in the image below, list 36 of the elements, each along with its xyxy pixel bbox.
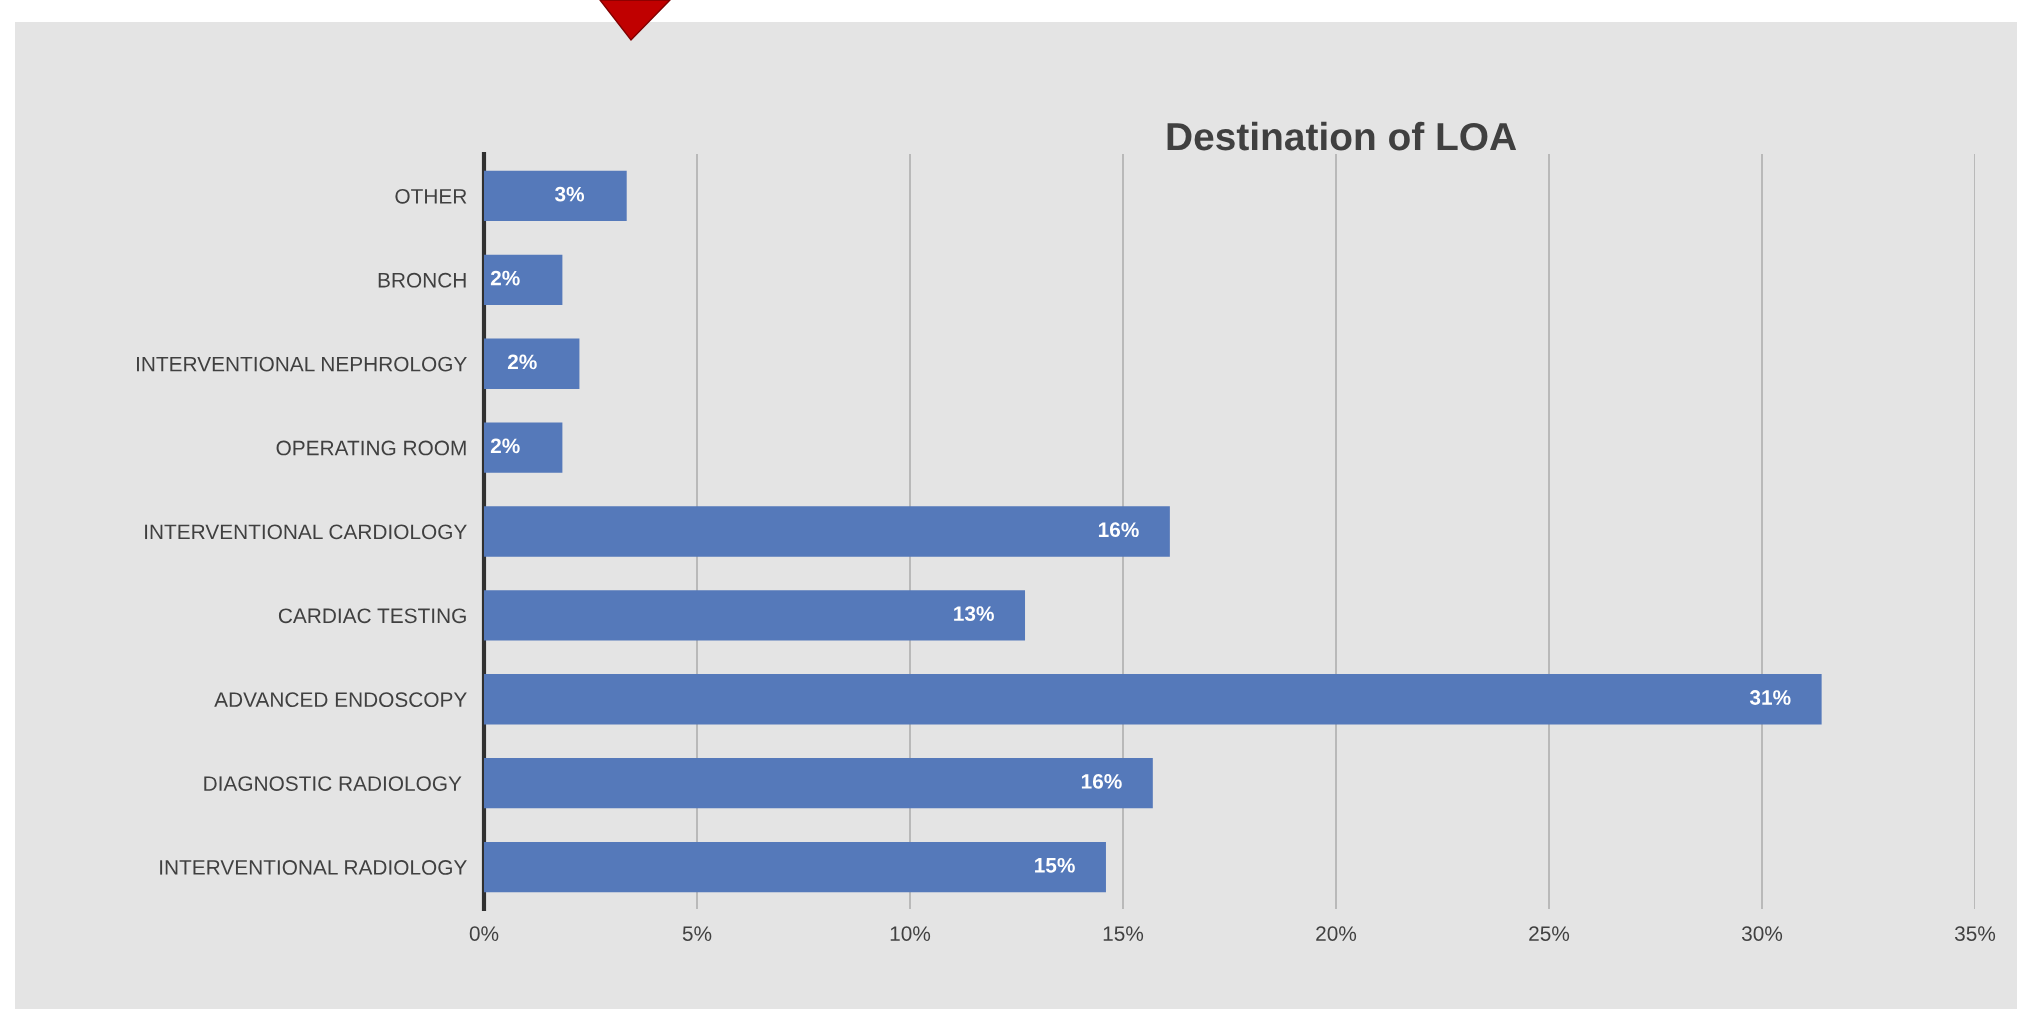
bar (484, 170, 627, 222)
y-tick-label: ADVANCED ENDOSCOPY (214, 692, 467, 708)
x-tick-label: 25% (1529, 926, 1570, 941)
data-label: 16% (1098, 522, 1139, 538)
bar (484, 422, 563, 473)
data-label: 13% (954, 606, 994, 622)
y-tick-label: BRONCH (378, 272, 466, 288)
bar (484, 338, 580, 389)
data-label: 16% (1081, 774, 1122, 789)
data-label: 31% (1749, 690, 1791, 705)
y-tick-label: DIAGNOSTIC RADIOLOGY (204, 776, 462, 791)
y-tick-label: INTERVENTIONAL RADIOLOGY (160, 860, 467, 875)
x-tick-label: 35% (1954, 926, 1996, 941)
x-tick-label: 20% (1316, 926, 1357, 941)
x-tick-label: 10% (890, 926, 931, 941)
y-tick-label: INTERVENTIONAL CARDIOLOGY (145, 524, 467, 540)
data-label: 2% (490, 270, 520, 286)
data-label: 2% (490, 438, 520, 454)
bar (484, 758, 1153, 809)
data-label: 2% (507, 354, 537, 370)
x-tick-label: 5% (682, 926, 712, 941)
x-tick-label: 0% (469, 926, 499, 941)
bar (484, 590, 1026, 641)
data-label: 3% (554, 186, 585, 202)
x-tick-label: 15% (1103, 926, 1144, 941)
data-label: 15% (1035, 857, 1075, 873)
y-tick-label: INTERVENTIONAL NEPHROLOGY (137, 356, 467, 372)
chart-title: Destination of LOA (1167, 121, 1517, 151)
x-tick-label: 30% (1741, 926, 1783, 941)
y-tick-label: CARDIAC TESTING (278, 608, 466, 624)
bar (484, 841, 1106, 893)
y-tick-label: OPERATING ROOM (276, 440, 466, 456)
bar (484, 254, 563, 305)
y-tick-label: OTHER (395, 188, 467, 204)
bar (484, 674, 1822, 725)
bar (484, 506, 1170, 557)
